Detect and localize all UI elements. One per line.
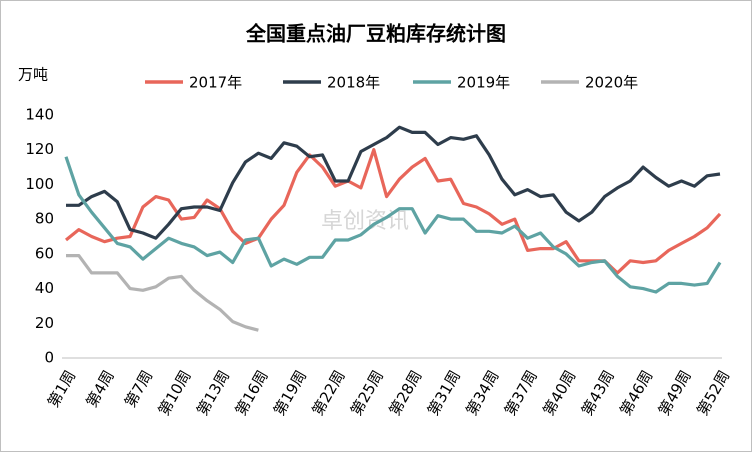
y-axis-label: 万吨 xyxy=(18,66,48,84)
legend-label: 2017年 xyxy=(189,74,242,92)
series-line xyxy=(66,254,259,332)
y-tick-label: 60 xyxy=(35,244,54,262)
y-tick-label: 40 xyxy=(35,279,54,297)
y-tick-label: 0 xyxy=(44,349,54,367)
y-tick-label: 100 xyxy=(25,175,54,193)
legend-label: 2018年 xyxy=(327,74,380,92)
series-line xyxy=(66,125,721,240)
y-tick-label: 20 xyxy=(35,314,54,332)
y-tick-label: 80 xyxy=(35,210,54,228)
y-tick-label: 120 xyxy=(25,140,54,158)
y-tick-label: 140 xyxy=(25,106,54,124)
series-line xyxy=(64,156,722,294)
chart-title: 全国重点油厂豆粕库存统计图 xyxy=(245,22,506,46)
legend-label: 2019年 xyxy=(457,74,510,92)
legend-label: 2020年 xyxy=(585,74,638,92)
